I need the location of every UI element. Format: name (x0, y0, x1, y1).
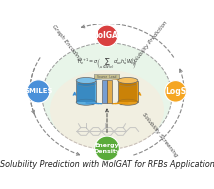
Text: Solubility Prediction: Solubility Prediction (131, 20, 168, 66)
Text: LogS: LogS (165, 87, 186, 96)
Text: Energy
Density: Energy Density (94, 143, 120, 154)
Bar (77, 84, 95, 102)
Bar (118, 81, 138, 102)
Text: Solubility Screening: Solubility Screening (141, 112, 178, 158)
Text: MolGAT: MolGAT (91, 31, 123, 40)
Ellipse shape (76, 77, 96, 84)
Ellipse shape (118, 77, 138, 84)
Circle shape (165, 81, 186, 102)
Bar (107, 80, 112, 103)
Bar (102, 80, 107, 103)
Bar (119, 84, 137, 102)
Text: Source  Load: Source Load (97, 75, 117, 79)
Text: SMILES: SMILES (24, 88, 53, 94)
Ellipse shape (77, 81, 95, 86)
Ellipse shape (76, 99, 96, 105)
Ellipse shape (42, 43, 172, 149)
Ellipse shape (118, 99, 138, 105)
FancyBboxPatch shape (94, 74, 120, 79)
Circle shape (95, 136, 119, 161)
Bar (76, 81, 96, 102)
Ellipse shape (119, 81, 137, 86)
Circle shape (96, 25, 118, 47)
Text: Solubility Prediction with MolGAT for RFBs Application: Solubility Prediction with MolGAT for RF… (0, 160, 214, 169)
Text: $h_v^{l+1}=\sigma\!\left(\sum_{u\in N(v)}\alpha_{uv}^l h_u^l W^l\right)$: $h_v^{l+1}=\sigma\!\left(\sum_{u\in N(v)… (77, 56, 137, 71)
Text: Graph Encoding: Graph Encoding (51, 24, 82, 62)
Circle shape (27, 80, 50, 103)
Ellipse shape (50, 70, 164, 150)
